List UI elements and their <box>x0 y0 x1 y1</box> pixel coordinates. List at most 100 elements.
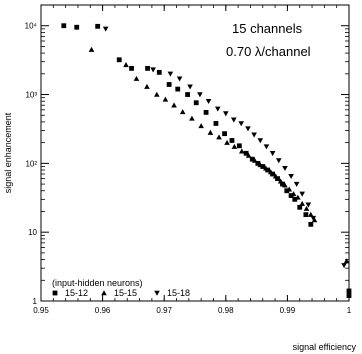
data-point-15-18 <box>176 76 183 82</box>
data-point-15-15 <box>162 96 169 102</box>
y-tick-label: 10² <box>25 159 37 168</box>
legend-label-15-12: 15-12 <box>65 288 88 298</box>
data-point-15-12 <box>346 293 352 298</box>
data-point-15-18 <box>214 106 221 112</box>
data-point-15-18 <box>102 26 109 32</box>
data-point-15-15 <box>88 46 95 52</box>
data-point-15-15 <box>144 83 150 89</box>
data-point-15-18 <box>187 84 193 90</box>
data-point-15-18 <box>245 126 251 132</box>
data-point-15-12 <box>95 23 101 29</box>
data-point-15-18 <box>269 151 276 157</box>
data-point-15-18 <box>150 67 156 73</box>
data-point-15-12 <box>61 23 67 29</box>
axis-ticks: 0.95 0.96 0.97 0.98 0.99 1 1 10 10² 10³ 10⁴ <box>25 4 352 315</box>
data-point-15-12 <box>249 156 255 162</box>
data-point-15-12 <box>156 69 162 75</box>
data-point-15-15 <box>251 157 258 163</box>
data-point-15-15 <box>207 129 214 135</box>
data-point-15-15 <box>171 102 177 108</box>
legend-title: (input-hidden neurons) <box>52 278 143 288</box>
data-point-15-12 <box>129 65 134 71</box>
data-point-15-18 <box>167 71 174 77</box>
data-point-15-12 <box>255 160 261 166</box>
data-point-15-15 <box>216 134 222 140</box>
data-point-15-12 <box>229 138 235 143</box>
data-point-15-15 <box>343 258 350 264</box>
data-point-15-18 <box>288 173 294 180</box>
plot-frame <box>40 4 350 302</box>
data-point-15-12 <box>297 204 303 210</box>
data-point-15-18 <box>341 263 347 269</box>
data-point-15-15 <box>282 182 288 188</box>
data-point-15-18 <box>257 138 264 144</box>
data-point-15-15 <box>257 162 264 168</box>
data-point-15-12 <box>222 131 227 137</box>
data-point-15-18 <box>231 117 237 123</box>
data-point-15-18 <box>299 191 305 197</box>
data-point-15-15 <box>290 191 297 197</box>
data-point-15-12 <box>308 221 314 227</box>
x-tick-label: 0.95 <box>33 306 49 315</box>
data-point-15-18 <box>205 98 212 105</box>
data-point-15-15 <box>303 205 310 211</box>
data-point-15-15 <box>224 139 230 145</box>
data-point-15-15 <box>198 123 204 129</box>
data-point-15-12 <box>236 143 242 149</box>
data-point-15-15 <box>277 178 284 184</box>
data-point-15-18 <box>223 111 229 117</box>
data-point-15-12 <box>346 288 352 294</box>
legend-marker-15-15 <box>101 290 107 296</box>
y-tick-label: 10⁴ <box>25 22 38 31</box>
data-point-15-12 <box>193 100 199 106</box>
data-point-15-15 <box>133 75 140 81</box>
legend: (input-hidden neurons) 15-12 15-15 15-18 <box>52 278 190 298</box>
data-point-15-18 <box>310 215 317 221</box>
data-point-15-12 <box>292 196 298 202</box>
data-point-15-12 <box>303 212 309 218</box>
data-point-15-15 <box>123 62 129 68</box>
annotation-channels: 15 channels <box>232 21 303 36</box>
data-point-15-12 <box>175 86 181 92</box>
x-tick-label: 0.97 <box>156 306 172 315</box>
data-point-15-18 <box>305 202 312 208</box>
data-point-15-12 <box>243 150 249 156</box>
x-tick-label: 0.99 <box>280 306 296 315</box>
data-point-15-15 <box>311 217 318 223</box>
data-point-15-15 <box>245 152 252 158</box>
data-point-15-12 <box>213 121 219 126</box>
data-point-15-15 <box>272 173 279 179</box>
data-point-15-12 <box>185 92 191 97</box>
data-point-15-18 <box>238 121 244 127</box>
data-point-15-15 <box>189 115 195 121</box>
data-point-15-15 <box>308 211 314 217</box>
data-point-15-12 <box>116 57 122 63</box>
data-point-15-15 <box>263 165 269 171</box>
data-point-15-18 <box>251 132 257 138</box>
x-tick-label: 0.96 <box>95 306 111 315</box>
data-point-15-12 <box>145 65 150 71</box>
data-point-15-15 <box>231 143 238 149</box>
data-point-15-15 <box>295 194 301 200</box>
data-points <box>61 23 352 298</box>
data-point-15-18 <box>282 165 288 172</box>
legend-marker-15-12 <box>52 290 58 296</box>
data-point-15-12 <box>284 188 290 194</box>
data-point-15-15 <box>299 200 305 206</box>
y-tick-label: 10³ <box>25 91 37 100</box>
data-point-15-15 <box>179 109 186 115</box>
data-point-15-18 <box>275 158 282 164</box>
data-point-15-18 <box>293 181 300 187</box>
x-axis-title: signal efficiency <box>293 342 357 352</box>
data-point-15-12 <box>280 181 285 187</box>
x-tick-label: 1 <box>347 306 352 315</box>
data-point-15-12 <box>166 82 172 87</box>
data-point-15-18 <box>263 144 270 150</box>
data-point-15-12 <box>203 110 209 115</box>
annotation-lambda: 0.70 λ/channel <box>226 44 311 59</box>
legend-label-15-18: 15-18 <box>167 288 190 298</box>
data-point-15-15 <box>239 148 245 154</box>
y-tick-label: 10 <box>28 228 37 237</box>
y-axis-title: signal enhancement <box>3 112 13 193</box>
